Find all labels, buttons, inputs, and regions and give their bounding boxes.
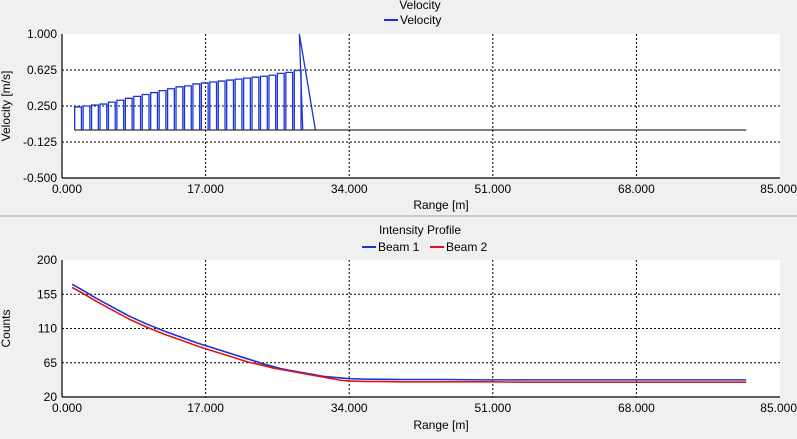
y-tick-label: 110 bbox=[38, 322, 57, 336]
velocity-spike bbox=[242, 77, 252, 130]
x-tick-label: 51.000 bbox=[474, 182, 511, 196]
plot-area bbox=[62, 260, 780, 397]
velocity-spike bbox=[107, 101, 116, 130]
chart-title: Velocity bbox=[399, 0, 440, 12]
velocity-spike bbox=[276, 72, 285, 130]
y-tick-label: 65 bbox=[44, 356, 58, 370]
velocity-spike bbox=[298, 33, 317, 131]
velocity-spike bbox=[150, 91, 159, 130]
plot-area bbox=[62, 34, 780, 178]
velocity-spike bbox=[133, 95, 142, 130]
velocity-spike bbox=[82, 105, 91, 130]
y-tick-label: -0.125 bbox=[23, 135, 57, 149]
x-axis-label: Range [m] bbox=[413, 198, 468, 212]
legend-label: Beam 1 bbox=[378, 240, 420, 254]
y-tick-label: 20 bbox=[44, 390, 58, 404]
legend-label: Velocity bbox=[400, 13, 441, 27]
velocity-spike bbox=[251, 76, 260, 130]
velocity-spike bbox=[192, 83, 201, 130]
x-tick-label: 17.000 bbox=[187, 401, 224, 415]
x-tick-label: 34.000 bbox=[331, 182, 368, 196]
legend-label: Beam 2 bbox=[446, 240, 488, 254]
velocity-chart: 0.000 17.000 34.000 51.000 68.000 85.000 -0.50… bbox=[0, 0, 797, 212]
velocity-spike bbox=[200, 82, 209, 130]
velocity-spike bbox=[285, 71, 294, 130]
velocity-spike bbox=[99, 103, 108, 130]
x-tick-label: 0.000 bbox=[52, 401, 82, 415]
velocity-spike bbox=[259, 75, 268, 130]
velocity-spike bbox=[124, 97, 133, 130]
velocity-spike bbox=[268, 74, 277, 130]
beam-2-line bbox=[71, 286, 747, 383]
velocity-spike bbox=[141, 93, 150, 130]
velocity-spike bbox=[158, 89, 167, 130]
velocity-spike bbox=[175, 86, 184, 130]
velocity-spike bbox=[226, 79, 235, 130]
velocity-spike bbox=[234, 78, 243, 130]
x-axis-label: Range [m] bbox=[413, 418, 468, 432]
velocity-spike bbox=[116, 99, 125, 130]
y-tick-label: -0.500 bbox=[23, 171, 57, 185]
y-axis-label: Counts bbox=[0, 309, 13, 347]
x-tick-label: 85.000 bbox=[760, 182, 797, 196]
velocity-spike bbox=[217, 80, 226, 130]
chart-title: Intensity Profile bbox=[379, 223, 461, 237]
velocity-spike bbox=[183, 85, 192, 130]
y-tick-label: 0.625 bbox=[27, 63, 57, 77]
x-tick-label: 68.000 bbox=[618, 401, 655, 415]
y-tick-label: 200 bbox=[37, 253, 57, 267]
velocity-spike bbox=[74, 106, 83, 130]
velocity-spike bbox=[166, 88, 175, 130]
intensity-chart: 0.000 17.000 34.000 51.000 68.000 85.000 20 65 1… bbox=[0, 223, 797, 432]
x-tick-label: 34.000 bbox=[331, 401, 368, 415]
y-tick-label: 1.000 bbox=[27, 27, 57, 41]
velocity-spike bbox=[209, 81, 218, 130]
velocity-spike bbox=[90, 104, 99, 130]
x-tick-label: 68.000 bbox=[618, 182, 655, 196]
x-tick-label: 17.000 bbox=[187, 182, 224, 196]
y-tick-label: 0.250 bbox=[27, 99, 57, 113]
y-tick-label: 155 bbox=[37, 287, 57, 301]
x-tick-label: 0.000 bbox=[52, 182, 82, 196]
x-tick-label: 85.000 bbox=[760, 401, 797, 415]
x-tick-label: 51.000 bbox=[474, 401, 511, 415]
y-axis-label: Velocity [m/s] bbox=[0, 71, 13, 142]
